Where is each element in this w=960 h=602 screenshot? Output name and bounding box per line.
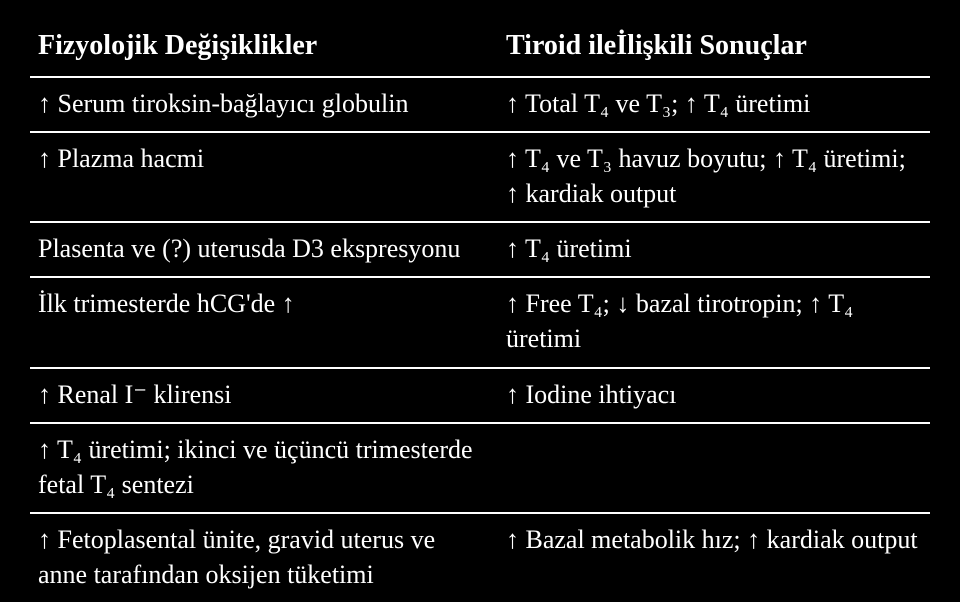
cell-left: ↑ Fetoplasental ünite, gravid uterus ve … [30,513,498,602]
header-right: Tiroid ileİlişkili Sonuçlar [498,20,930,77]
cell-left: ↑ Serum tiroksin-bağlayıcı globulin [30,77,498,132]
physiology-table: Fizyolojik Değişiklikler Tiroid ileİlişk… [30,20,930,602]
cell-left: Plasenta ve (?) uterusda D3 ekspresyonu [30,222,498,277]
cell-left: İlk trimesterde hCG'de ↑ [30,277,498,367]
cell-right: ↑ T₄ üretimi [498,222,930,277]
table-row: Plasenta ve (?) uterusda D3 ekspresyonu … [30,222,930,277]
table-row: ↑ Fetoplasental ünite, gravid uterus ve … [30,513,930,602]
table-row: ↑ Plazma hacmi ↑ T₄ ve T₃ havuz boyutu; … [30,132,930,222]
cell-right: ↑ Bazal metabolik hız; ↑ kardiak output [498,513,930,602]
cell-left: ↑ Plazma hacmi [30,132,498,222]
cell-right: ↑ Total T₄ ve T₃; ↑ T₄ üretimi [498,77,930,132]
table-row: ↑ Renal I⁻ klirensi ↑ Iodine ihtiyacı [30,368,930,423]
cell-left: ↑ Renal I⁻ klirensi [30,368,498,423]
table-row: İlk trimesterde hCG'de ↑ ↑ Free T₄; ↓ ba… [30,277,930,367]
cell-right: ↑ Free T₄; ↓ bazal tirotropin; ↑ T₄ üret… [498,277,930,367]
cell-right [498,423,930,513]
table-row: ↑ Serum tiroksin-bağlayıcı globulin ↑ To… [30,77,930,132]
cell-right: ↑ T₄ ve T₃ havuz boyutu; ↑ T₄ üretimi; ↑… [498,132,930,222]
cell-left: ↑ T₄ üretimi; ikinci ve üçüncü trimester… [30,423,498,513]
cell-right: ↑ Iodine ihtiyacı [498,368,930,423]
header-left: Fizyolojik Değişiklikler [30,20,498,77]
table-row: ↑ T₄ üretimi; ikinci ve üçüncü trimester… [30,423,930,513]
